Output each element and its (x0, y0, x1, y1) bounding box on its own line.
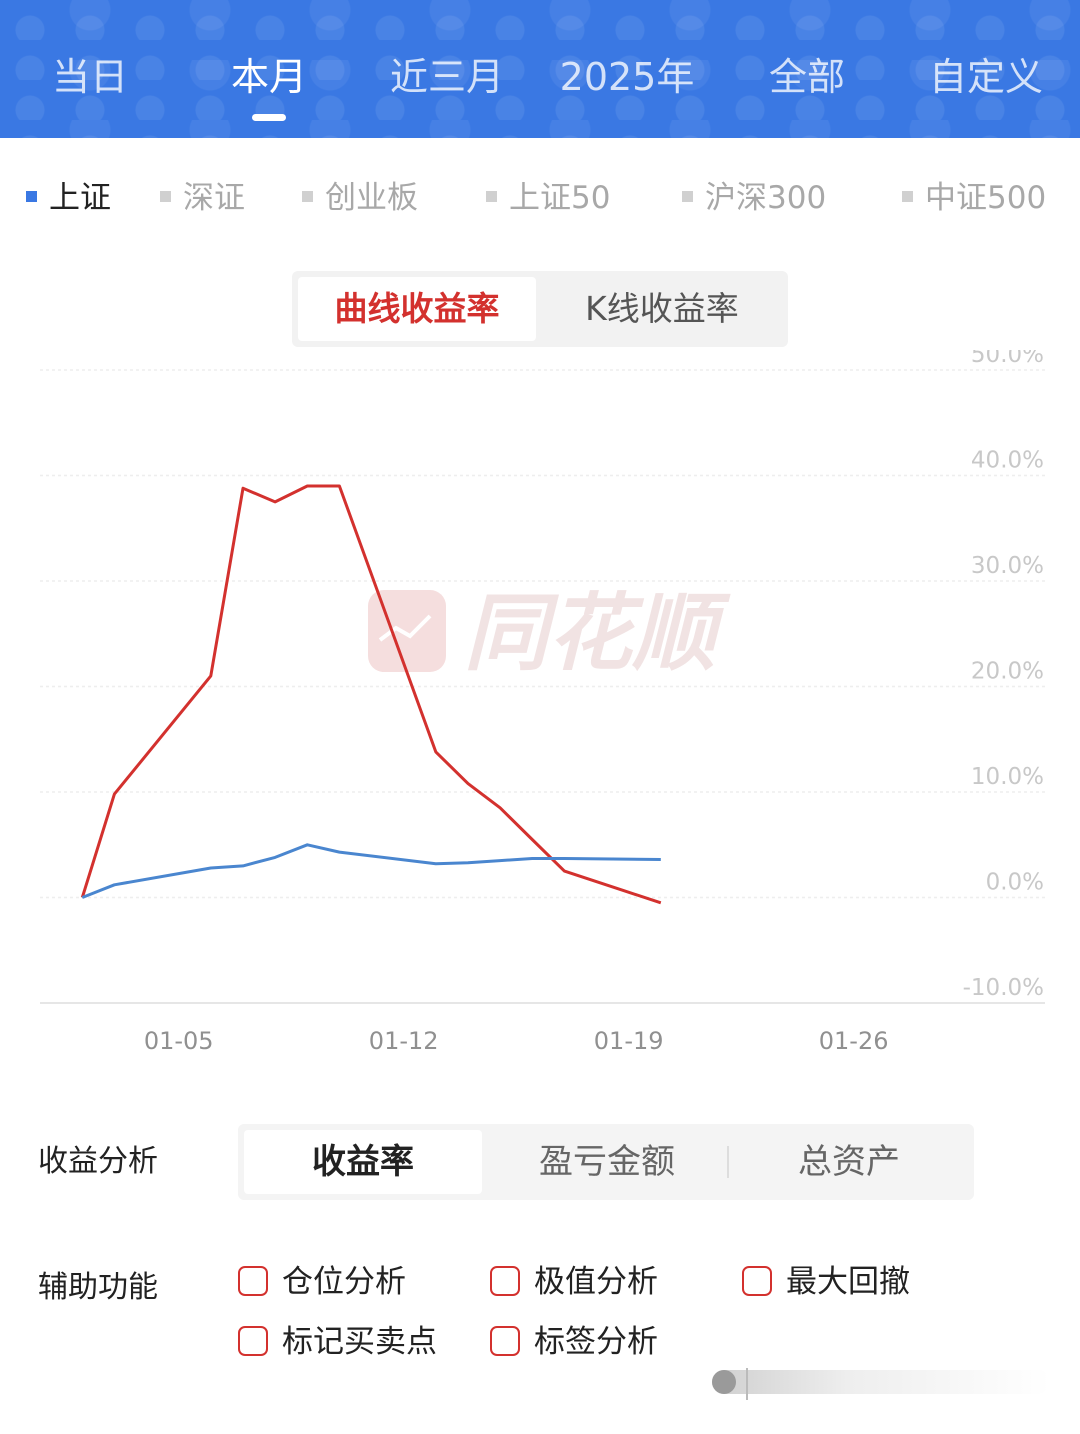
return-rate-tab[interactable]: 收益率 (244, 1130, 482, 1194)
index-series-line (81, 843, 661, 899)
tab-three-months[interactable]: 近三月 (389, 55, 504, 99)
position-analysis-checkbox[interactable]: 仓位分析 (238, 1262, 406, 1302)
checkbox-icon[interactable] (742, 1265, 772, 1296)
y-tick-label: 0.0% (986, 870, 1044, 896)
index-tab-label: 上证50 (509, 180, 611, 216)
index-tab-label: 创业板 (325, 180, 418, 216)
extreme-analysis-checkbox[interactable]: 极值分析 (490, 1262, 658, 1302)
legend-square-icon (26, 191, 37, 202)
scroll-handle-knob[interactable] (712, 1370, 736, 1394)
legend-square-icon (302, 191, 313, 202)
return-series-line (80, 484, 662, 905)
checkbox-icon[interactable] (238, 1325, 268, 1356)
legend-square-icon (902, 191, 913, 202)
index-tab-label: 上证 (49, 180, 111, 216)
y-tick-label: 30.0% (971, 553, 1044, 579)
x-tick-label: 01-12 (369, 1027, 439, 1055)
y-tick-label: 40.0% (971, 448, 1044, 474)
tab-custom[interactable]: 自定义 (928, 55, 1043, 99)
index-tab-csi500[interactable]: 中证500 (902, 176, 1046, 220)
index-tab-label: 沪深300 (705, 180, 827, 216)
y-tick-label: -10.0% (963, 975, 1044, 1001)
kline-return-button[interactable]: K线收益率 (585, 289, 739, 328)
tag-analysis-checkbox[interactable]: 标签分析 (490, 1322, 658, 1362)
chart-type-toggle: 曲线收益率 K线收益率 (292, 271, 788, 347)
checkbox-label: 标记买卖点 (282, 1324, 437, 1360)
active-tab-indicator (252, 114, 286, 121)
x-tick-label: 01-05 (144, 1027, 214, 1055)
watermark-text: 同花顺 (464, 584, 731, 682)
return-chart[interactable]: 同花顺 50.0% 40.0% 30.0% 20.0% 10.0% 0.0% -10.0% 0… (0, 350, 1080, 1080)
tab-today[interactable]: 当日 (51, 55, 128, 99)
checkbox-icon[interactable] (490, 1325, 520, 1356)
index-tab-shenzhen[interactable]: 深证 (160, 176, 245, 220)
checkbox-label: 极值分析 (534, 1264, 658, 1300)
legend-square-icon (160, 191, 171, 202)
watermark-logo: 同花顺 (368, 584, 731, 682)
segment-divider (727, 1146, 729, 1178)
legend-square-icon (486, 191, 497, 202)
index-tab-label: 中证500 (925, 180, 1047, 216)
y-tick-label: 10.0% (971, 764, 1044, 790)
tab-this-month[interactable]: 本月 (230, 55, 307, 99)
index-tab-shanghai[interactable]: 上证 (26, 176, 111, 220)
total-assets-tab[interactable]: 总资产 (798, 1142, 900, 1182)
y-tick-label: 50.0% (971, 350, 1044, 368)
bottom-scroll-handle[interactable] (712, 1370, 1050, 1394)
x-tick-label: 01-19 (594, 1027, 664, 1055)
tab-all[interactable]: 全部 (768, 55, 845, 99)
legend-square-icon (682, 191, 693, 202)
profit-amount-tab[interactable]: 盈亏金额 (539, 1142, 675, 1182)
index-tab-chinext[interactable]: 创业板 (302, 176, 418, 220)
index-tab-csi300[interactable]: 沪深300 (682, 176, 826, 220)
assist-label: 辅助功能 (38, 1270, 158, 1305)
checkbox-icon[interactable] (238, 1265, 268, 1296)
y-tick-label: 20.0% (971, 659, 1044, 685)
checkbox-icon[interactable] (490, 1265, 520, 1296)
checkbox-label: 仓位分析 (282, 1264, 406, 1300)
header-bar: 当日 本月 近三月 2025年 全部 自定义 (0, 0, 1080, 138)
index-tab-sse50[interactable]: 上证50 (486, 176, 610, 220)
max-drawdown-checkbox[interactable]: 最大回撤 (742, 1262, 910, 1302)
x-tick-label: 01-26 (819, 1027, 889, 1055)
mark-trades-checkbox[interactable]: 标记买卖点 (238, 1322, 437, 1362)
analysis-label: 收益分析 (38, 1144, 158, 1179)
tab-2025[interactable]: 2025年 (559, 55, 695, 99)
index-tab-label: 深证 (183, 180, 245, 216)
curve-return-button[interactable]: 曲线收益率 (298, 277, 536, 341)
analysis-segment: 收益率 盈亏金额 总资产 (238, 1124, 974, 1200)
scroll-handle-mark (746, 1368, 748, 1400)
checkbox-label: 标签分析 (534, 1324, 658, 1360)
checkbox-label: 最大回撤 (786, 1264, 910, 1300)
